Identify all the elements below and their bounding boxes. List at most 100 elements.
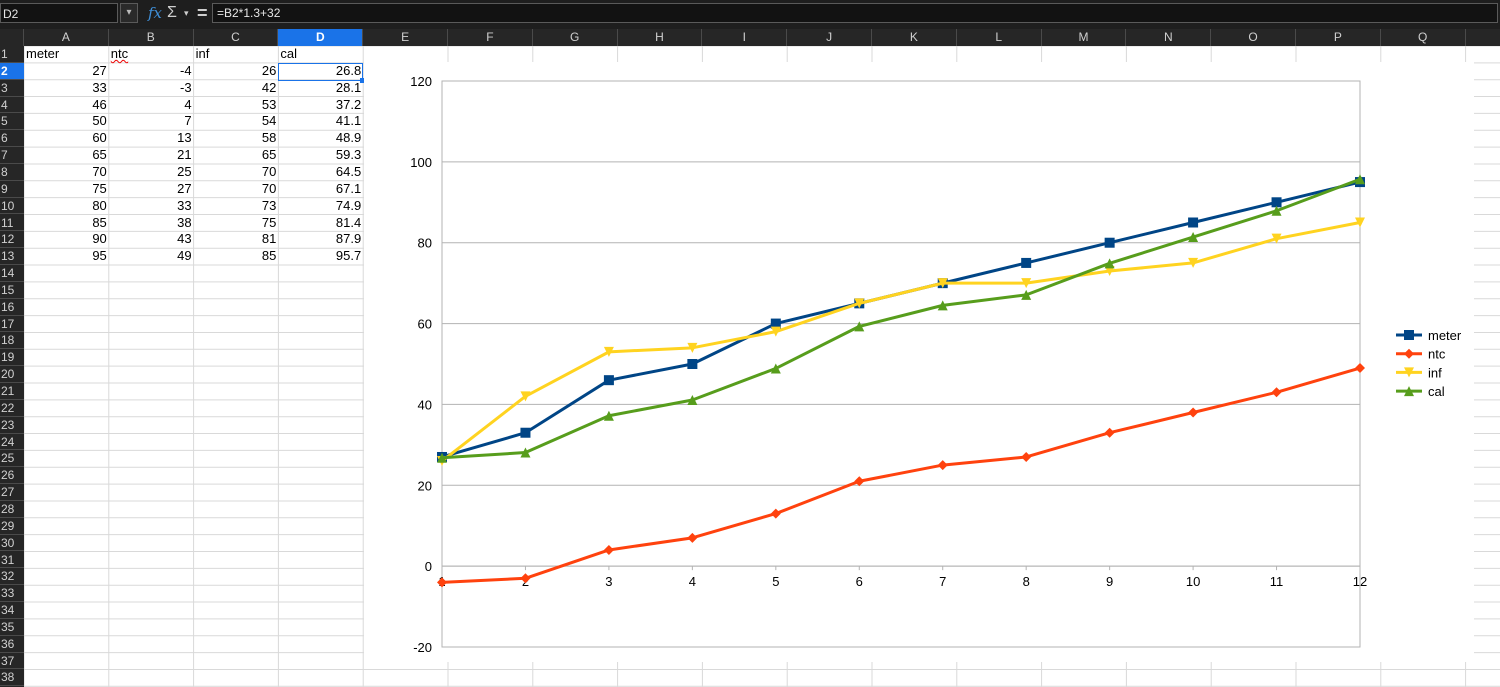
row-header-8[interactable]: 8 bbox=[0, 164, 24, 181]
data-cell[interactable]: 65 bbox=[92, 147, 107, 163]
data-cell[interactable]: 28.1 bbox=[335, 79, 362, 95]
data-cell[interactable]: 73 bbox=[261, 197, 277, 213]
data-cell[interactable]: 81 bbox=[261, 231, 277, 247]
data-point-ntc[interactable] bbox=[937, 460, 948, 471]
row-header-20[interactable]: 20 bbox=[0, 366, 24, 383]
data-point-inf[interactable] bbox=[1104, 266, 1115, 277]
data-cell[interactable]: 38 bbox=[177, 214, 192, 230]
column-header-g[interactable]: G bbox=[533, 29, 618, 46]
data-point-cal[interactable] bbox=[520, 447, 531, 458]
data-cell[interactable]: 64.5 bbox=[335, 163, 362, 179]
data-cell[interactable]: 85 bbox=[92, 214, 107, 230]
row-header-19[interactable]: 19 bbox=[0, 349, 24, 367]
column-header-d[interactable]: D bbox=[278, 29, 364, 46]
column-header-c[interactable]: C bbox=[194, 29, 279, 46]
name-box[interactable]: D2 bbox=[0, 3, 118, 23]
data-cell[interactable]: 21 bbox=[177, 147, 192, 163]
data-cell[interactable]: 25 bbox=[177, 163, 192, 179]
row-header-12[interactable]: 12 bbox=[0, 231, 24, 249]
data-point-ntc[interactable] bbox=[1355, 363, 1365, 374]
column-header-p[interactable]: P bbox=[1296, 29, 1381, 46]
row-header-33[interactable]: 33 bbox=[0, 585, 24, 603]
data-cell[interactable]: 70 bbox=[261, 163, 277, 179]
column-header-h[interactable]: H bbox=[618, 29, 703, 46]
data-point-meter[interactable] bbox=[687, 359, 698, 369]
series-line-ntc[interactable] bbox=[441, 366, 1361, 584]
data-point-cal[interactable] bbox=[1104, 258, 1115, 269]
column-header-b[interactable]: B bbox=[109, 29, 194, 46]
formula-equals-icon[interactable]: = bbox=[197, 3, 208, 23]
data-point-meter[interactable] bbox=[520, 427, 531, 438]
data-point-inf[interactable] bbox=[1271, 233, 1282, 244]
data-point-cal[interactable] bbox=[1271, 205, 1282, 216]
data-point-meter[interactable] bbox=[770, 318, 781, 329]
data-point-cal[interactable] bbox=[770, 363, 781, 374]
data-point-meter[interactable] bbox=[1021, 257, 1032, 268]
data-cell[interactable]: 75 bbox=[92, 180, 107, 196]
data-cell[interactable]: 4 bbox=[184, 96, 192, 112]
row-header-25[interactable]: 25 bbox=[0, 450, 24, 468]
series-line-inf[interactable] bbox=[441, 221, 1361, 463]
row-header-31[interactable]: 31 bbox=[0, 552, 24, 569]
data-cell[interactable]: 81.4 bbox=[335, 214, 362, 230]
header-cell-inf[interactable]: inf bbox=[195, 46, 210, 61]
column-header-i[interactable]: I bbox=[702, 29, 788, 46]
row-header-38[interactable]: 38 bbox=[0, 669, 24, 687]
row-header-15[interactable]: 15 bbox=[0, 282, 24, 299]
data-cell[interactable]: 7 bbox=[184, 113, 192, 129]
row-header-36[interactable]: 36 bbox=[0, 636, 24, 653]
data-cell[interactable]: 33 bbox=[177, 197, 192, 213]
column-header-k[interactable]: K bbox=[872, 29, 957, 46]
legend-marker-ntc[interactable] bbox=[1404, 348, 1414, 359]
data-cell[interactable]: 74.9 bbox=[335, 197, 362, 213]
data-cell[interactable]: 27 bbox=[92, 62, 107, 78]
legend-marker-meter[interactable] bbox=[1404, 330, 1414, 340]
row-header-10[interactable]: 10 bbox=[0, 198, 24, 215]
row-header-26[interactable]: 26 bbox=[0, 467, 24, 485]
data-point-inf[interactable] bbox=[937, 278, 948, 289]
data-cell[interactable]: 27 bbox=[177, 180, 192, 196]
data-point-cal[interactable] bbox=[854, 321, 865, 332]
row-header-13[interactable]: 13 bbox=[0, 248, 24, 266]
data-point-cal[interactable] bbox=[1355, 174, 1365, 185]
row-header-30[interactable]: 30 bbox=[0, 535, 24, 552]
data-cell[interactable]: 87.9 bbox=[335, 231, 362, 247]
data-cell[interactable]: 75 bbox=[261, 214, 277, 230]
data-point-ntc[interactable] bbox=[520, 573, 531, 584]
data-point-inf[interactable] bbox=[1188, 257, 1199, 268]
data-point-ntc[interactable] bbox=[1021, 451, 1032, 462]
column-header-j[interactable]: J bbox=[787, 29, 872, 46]
row-header-2[interactable]: 2 bbox=[0, 62, 24, 80]
data-cell[interactable]: 65 bbox=[261, 147, 277, 163]
row-header-34[interactable]: 34 bbox=[0, 602, 24, 619]
header-cell-ntc[interactable]: ntc bbox=[110, 46, 129, 61]
row-header-3[interactable]: 3 bbox=[0, 80, 24, 97]
row-header-1[interactable]: 1 bbox=[0, 46, 24, 63]
sum-dropdown-icon[interactable]: ▾ bbox=[184, 8, 189, 18]
data-cell[interactable]: -4 bbox=[180, 62, 192, 78]
data-cell[interactable]: 46 bbox=[92, 96, 107, 112]
data-cell[interactable]: 43 bbox=[177, 231, 192, 247]
data-point-ntc[interactable] bbox=[854, 476, 865, 487]
data-point-cal[interactable] bbox=[437, 452, 447, 463]
function-wizard-icon[interactable]: 𝑓x bbox=[148, 4, 163, 22]
data-cell[interactable]: 95.7 bbox=[335, 248, 362, 264]
data-cell[interactable]: 80 bbox=[92, 197, 107, 213]
column-header-f[interactable]: F bbox=[448, 29, 533, 46]
data-cell[interactable]: 53 bbox=[261, 96, 277, 112]
column-header-o[interactable]: O bbox=[1211, 29, 1296, 46]
data-cell[interactable]: 58 bbox=[261, 130, 277, 146]
row-header-23[interactable]: 23 bbox=[0, 417, 24, 434]
data-cell[interactable]: 13 bbox=[177, 130, 192, 146]
row-header-21[interactable]: 21 bbox=[0, 383, 24, 400]
header-cell-cal[interactable]: cal bbox=[280, 46, 298, 61]
data-cell[interactable]: 70 bbox=[92, 163, 107, 179]
row-header-17[interactable]: 17 bbox=[0, 316, 24, 333]
data-point-cal[interactable] bbox=[1188, 232, 1199, 243]
data-point-ntc[interactable] bbox=[1271, 387, 1282, 398]
row-header-9[interactable]: 9 bbox=[0, 181, 24, 198]
data-point-inf[interactable] bbox=[854, 298, 865, 309]
column-header-m[interactable]: M bbox=[1042, 29, 1127, 46]
row-header-28[interactable]: 28 bbox=[0, 501, 24, 518]
row-header-7[interactable]: 7 bbox=[0, 147, 24, 164]
